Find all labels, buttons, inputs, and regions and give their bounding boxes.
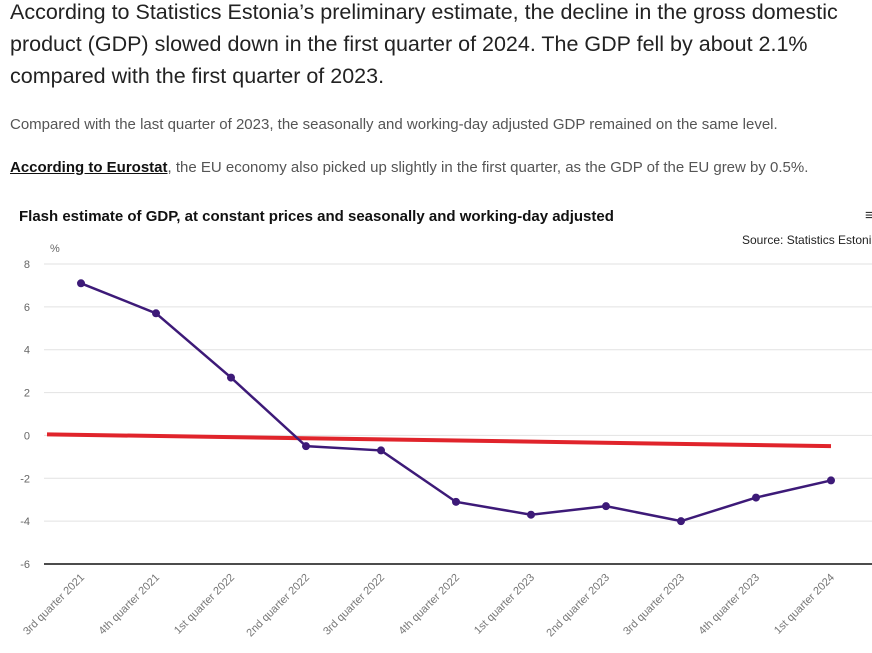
x-tick-label: 2nd quarter 2023: [544, 572, 612, 640]
paragraph: Compared with the last quarter of 2023, …: [10, 116, 778, 133]
data-point: [77, 279, 85, 288]
y-tick-label: -4: [20, 516, 30, 528]
data-point: [377, 446, 385, 455]
y-tick-label: 2: [24, 388, 30, 400]
x-tick-label: 3rd quarter 2021: [21, 572, 87, 638]
data-point: [302, 442, 310, 451]
y-tick-label: 0: [24, 430, 30, 442]
lead-paragraph: According to Statistics Estonia’s prelim…: [10, 0, 838, 88]
series-line: [80, 282, 832, 523]
data-point: [527, 510, 535, 519]
data-point: [452, 497, 460, 506]
paragraph-eurostat: According to Eurostat, the EU economy al…: [10, 159, 808, 176]
x-tick-label: 4th quarter 2021: [97, 572, 163, 638]
data-point: [677, 517, 685, 526]
x-tick-label: 3rd quarter 2023: [621, 572, 687, 638]
x-tick-label: 2nd quarter 2022: [244, 572, 312, 640]
x-tick-label: 4th quarter 2022: [397, 572, 463, 638]
chart-source: Source: Statistics Estoni: [742, 233, 872, 247]
data-point: [602, 502, 610, 511]
y-tick-label: -6: [20, 559, 30, 571]
y-tick-label: -2: [20, 473, 30, 485]
x-tick-label: 4th quarter 2023: [697, 572, 763, 638]
x-tick-label: 1st quarter 2022: [172, 572, 237, 637]
eurostat-link[interactable]: According to Eurostat: [10, 159, 168, 176]
data-point: [152, 309, 160, 318]
y-axis-unit: %: [50, 243, 60, 255]
y-tick-label: 8: [24, 259, 30, 271]
hamburger-menu-icon[interactable]: ≡: [865, 207, 872, 224]
x-tick-label: 1st quarter 2024: [772, 572, 837, 637]
x-tick-label: 3rd quarter 2022: [321, 572, 387, 638]
paragraph-text: , the EU economy also picked up slightly…: [167, 159, 809, 176]
chart-title: Flash estimate of GDP, at constant price…: [19, 208, 614, 225]
data-point: [227, 373, 235, 382]
y-tick-label: 4: [24, 345, 30, 357]
x-tick-label: 1st quarter 2023: [472, 572, 537, 637]
data-point: [827, 476, 835, 485]
y-tick-label: 6: [24, 302, 30, 314]
data-point: [752, 493, 760, 502]
trend-line: [46, 432, 832, 449]
